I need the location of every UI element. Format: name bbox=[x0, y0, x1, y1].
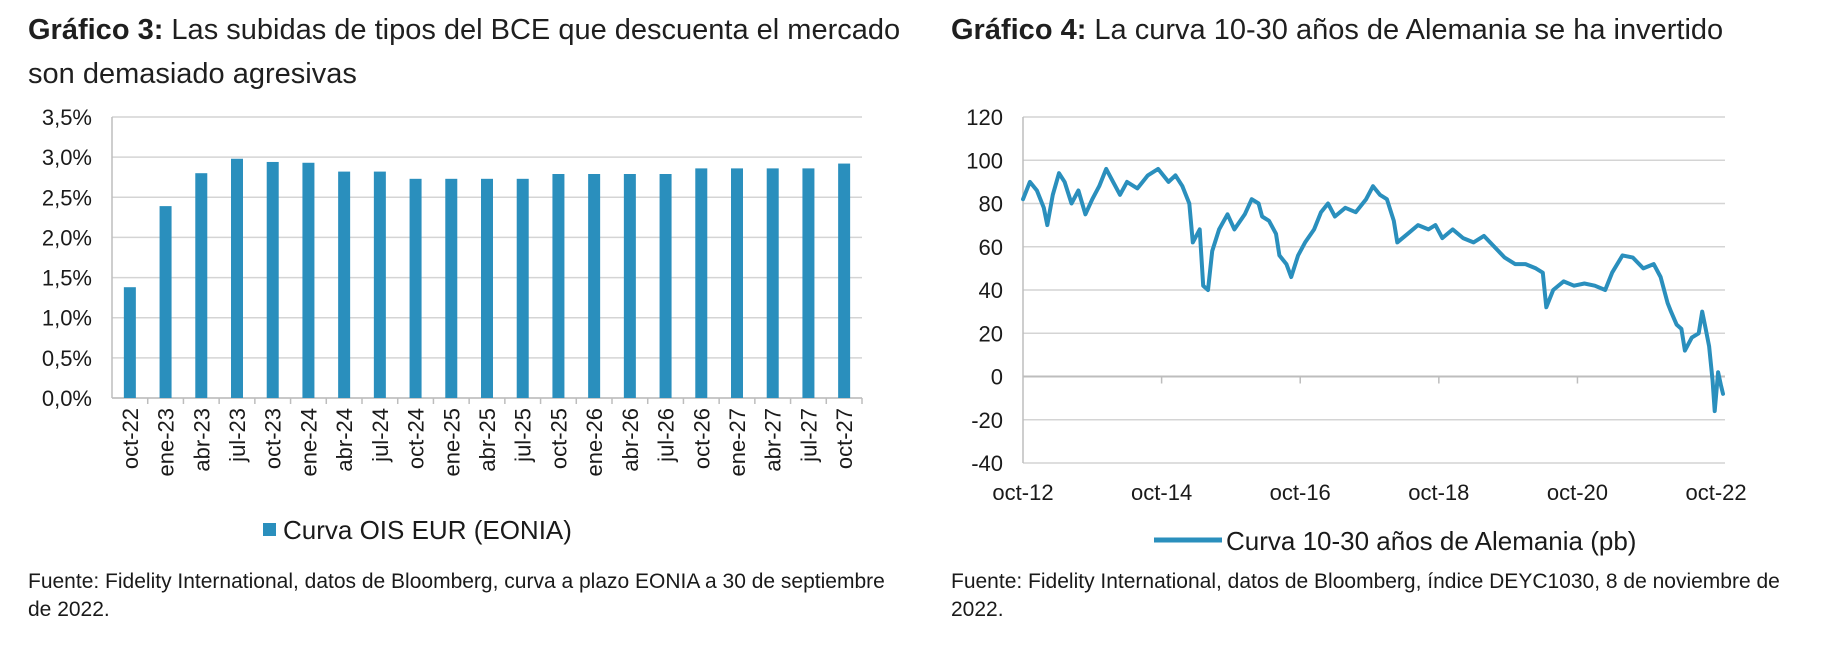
x-tick-label: oct-16 bbox=[1270, 480, 1331, 505]
legend-right: Curva 10-30 años de Alemania (pb) bbox=[1154, 526, 1636, 556]
y-tick-label: 120 bbox=[966, 105, 1003, 130]
y-tick-label: 0,0% bbox=[42, 386, 92, 411]
bar bbox=[195, 173, 208, 398]
x-tick-label: oct-22 bbox=[118, 408, 143, 469]
chart-number-right: Gráfico 4: bbox=[951, 14, 1087, 46]
bar bbox=[659, 174, 672, 398]
x-tick-label: ene-23 bbox=[154, 408, 179, 477]
chart-title-text-right: La curva 10-30 años de Alemania se ha in… bbox=[1086, 14, 1724, 46]
x-tick-label: jul-27 bbox=[796, 408, 821, 463]
bar bbox=[766, 168, 779, 398]
y-tick-label: 40 bbox=[979, 278, 1003, 303]
x-tick-label: oct-14 bbox=[1131, 480, 1192, 505]
source-note-right: Fuente: Fidelity International, datos de… bbox=[951, 570, 1780, 621]
legend-left: Curva OIS EUR (EONIA) bbox=[263, 515, 572, 545]
bar bbox=[266, 161, 279, 398]
y-tick-label: 2,5% bbox=[42, 185, 92, 210]
x-tick-label: oct-23 bbox=[261, 408, 286, 469]
bar bbox=[516, 178, 529, 398]
y-tick-label: -20 bbox=[971, 408, 1003, 433]
chart-panel-right: Gráfico 4: La curva 10-30 años de Aleman… bbox=[935, 0, 1838, 648]
y-tick-label: 2,0% bbox=[42, 225, 92, 250]
y-tick-label: 0 bbox=[991, 365, 1003, 390]
bar bbox=[695, 168, 708, 398]
bar bbox=[802, 168, 815, 398]
bar bbox=[552, 174, 565, 398]
x-tick-label: oct-26 bbox=[689, 408, 714, 469]
chart-panel-left: Gráfico 3: Las subidas de tipos del BCE … bbox=[28, 8, 908, 621]
x-tick-label: ene-24 bbox=[296, 408, 321, 477]
x-tick-label: jul-24 bbox=[368, 408, 393, 463]
y-tick-label: 80 bbox=[979, 192, 1003, 217]
chart-title-right: Gráfico 4: La curva 10-30 años de Aleman… bbox=[951, 8, 1831, 52]
bar bbox=[338, 171, 351, 398]
y-tick-label: 3,5% bbox=[42, 105, 92, 130]
x-tick-label: jul-26 bbox=[654, 408, 679, 463]
bar bbox=[838, 163, 851, 398]
bar bbox=[302, 162, 315, 398]
x-tick-label: oct-18 bbox=[1408, 480, 1469, 505]
x-tick-label: abr-26 bbox=[618, 408, 643, 472]
y-tick-label: 100 bbox=[966, 148, 1003, 173]
bar bbox=[731, 168, 743, 398]
legend-label: Curva 10-30 años de Alemania (pb) bbox=[1226, 526, 1636, 556]
bar bbox=[159, 206, 172, 398]
x-tick-label: abr-25 bbox=[475, 408, 500, 472]
y-tick-label: 60 bbox=[979, 235, 1003, 260]
x-tick-label: abr-23 bbox=[189, 408, 214, 472]
x-tick-label: jul-23 bbox=[225, 408, 250, 463]
bar bbox=[588, 174, 601, 398]
x-tick-label: oct-22 bbox=[1685, 480, 1746, 505]
y-tick-label: 20 bbox=[979, 321, 1003, 346]
bar bbox=[123, 287, 136, 398]
series-line bbox=[1021, 166, 1725, 414]
x-tick-label: oct-24 bbox=[404, 408, 429, 469]
x-tick-label: ene-26 bbox=[582, 408, 607, 477]
source-note-left: Fuente: Fidelity International, datos de… bbox=[28, 570, 885, 621]
bar bbox=[445, 178, 458, 398]
x-tick-label: jul-25 bbox=[511, 408, 536, 463]
bar bbox=[481, 178, 493, 398]
legend-swatch bbox=[263, 523, 276, 536]
x-tick-label: oct-20 bbox=[1547, 480, 1608, 505]
x-tick-label: ene-27 bbox=[725, 408, 750, 477]
x-tick-label: abr-27 bbox=[761, 408, 786, 472]
x-tick-label: abr-24 bbox=[332, 408, 357, 472]
y-tick-label: 3,0% bbox=[42, 145, 92, 170]
y-tick-label: 1,0% bbox=[42, 306, 92, 331]
line-gridlines bbox=[1023, 116, 1725, 464]
line-chart: -40 -20 0 20 40 60 80 100 120 oct-12 oct-14 oct-16 o… bbox=[966, 105, 1746, 556]
bar bbox=[373, 171, 386, 398]
y-tick-label: 1,5% bbox=[42, 266, 92, 291]
bar bbox=[231, 158, 243, 398]
x-tick-label: ene-25 bbox=[439, 408, 464, 477]
legend-label: Curva OIS EUR (EONIA) bbox=[283, 515, 572, 545]
x-tick-label: oct-25 bbox=[546, 408, 571, 469]
x-tick-label: oct-27 bbox=[832, 408, 857, 469]
x-tick-label: oct-12 bbox=[992, 480, 1053, 505]
y-tick-label: 0,5% bbox=[42, 346, 92, 371]
y-tick-label: -40 bbox=[971, 451, 1003, 476]
chart-title-text-left: Las subidas de tipos del BCE que descuen… bbox=[28, 14, 901, 90]
chart-title-left: Gráfico 3: Las subidas de tipos del BCE … bbox=[28, 8, 908, 96]
bar-chart: 0,0% 0,5% 1,0% 1,5% 2,0% 2,5% 3,0% 3,5% oct-22 en… bbox=[42, 105, 863, 545]
bar bbox=[623, 174, 636, 398]
chart-number-left: Gráfico 3: bbox=[28, 14, 164, 46]
bar bbox=[409, 178, 422, 398]
